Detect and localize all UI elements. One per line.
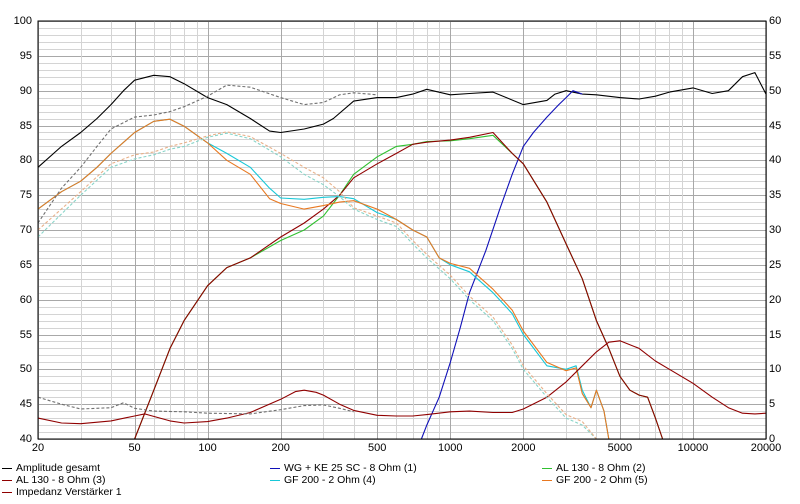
legend-swatch	[2, 491, 12, 493]
y-tick-left-label: 40	[19, 433, 32, 445]
y-tick-left-label: 85	[19, 119, 32, 132]
legend-swatch	[270, 467, 280, 469]
legend-label: Impedanz Verstärker 1	[16, 486, 122, 498]
y-tick-left-label: 80	[19, 154, 32, 167]
y-tick-right-label: 10	[769, 363, 782, 376]
legend-item: AL 130 - 8 Ohm (2)	[542, 462, 645, 475]
series-line-8	[37, 396, 354, 415]
series-line-6	[37, 340, 767, 425]
x-tick-label: 20	[31, 442, 45, 454]
legend-item: WG + KE 25 SC - 8 Ohm (1)	[270, 462, 417, 475]
legend-label: Amplitude gesamt	[16, 462, 101, 474]
y-tick-left-label: 95	[19, 49, 32, 62]
y-tick-right-label: 5	[769, 398, 776, 411]
y-tick-right-label: 20	[769, 293, 782, 306]
series-line-0	[37, 72, 767, 168]
y-tick-right-label: 25	[769, 258, 782, 271]
series-line-10	[37, 131, 597, 440]
series-line-9	[37, 132, 597, 440]
series-line-7	[37, 84, 378, 224]
legend-label: AL 130 - 8 Ohm (2)	[556, 462, 646, 474]
x-tick-label: 50	[128, 442, 141, 454]
legend-label: GF 200 - 2 Ohm (5)	[556, 474, 648, 486]
legend-swatch	[542, 479, 552, 481]
y-tick-left-label: 60	[19, 293, 32, 306]
y-tick-left-label: 65	[19, 258, 32, 271]
series-line-1	[420, 90, 583, 440]
x-tick-label: 2000	[511, 442, 536, 454]
y-tick-right-label: 30	[769, 224, 782, 236]
legend-item: Impedanz Verstärker 1	[2, 486, 122, 499]
legend-item: Amplitude gesamt	[2, 462, 100, 475]
x-tick-label: 200	[271, 442, 290, 454]
y-tick-right-label: 0	[769, 433, 776, 445]
legend-label: WG + KE 25 SC - 8 Ohm (1)	[284, 462, 417, 474]
legend-swatch	[270, 479, 280, 481]
series-lines	[37, 72, 767, 440]
legend-swatch	[2, 479, 12, 481]
y-tick-left-label: 75	[19, 189, 32, 202]
legend-label: GF 200 - 2 Ohm (4)	[284, 474, 376, 486]
legend-label: AL 130 - 8 Ohm (3)	[16, 474, 106, 486]
y-tick-right-label: 35	[769, 189, 782, 202]
grid-lines	[38, 21, 767, 440]
y-tick-right-label: 15	[769, 328, 782, 341]
legend-swatch	[542, 467, 552, 469]
y-tick-right-label: 40	[769, 154, 782, 167]
plot-frame	[37, 20, 767, 440]
y-tick-right-label: 60	[769, 15, 782, 27]
y-tick-left-label: 70	[19, 224, 32, 236]
legend-swatch	[2, 467, 12, 469]
y-tick-left-label: 45	[19, 398, 32, 411]
x-tick-label: 20000	[750, 442, 782, 454]
y-tick-right-label: 45	[769, 119, 782, 132]
y-tick-right-label: 50	[769, 84, 782, 97]
x-tick-label: 10000	[677, 442, 709, 454]
legend-item: GF 200 - 2 Ohm (4)	[270, 474, 376, 487]
y-tick-left-label: 55	[19, 328, 32, 341]
series-line-3	[134, 131, 664, 440]
y-tick-left-label: 90	[19, 84, 32, 97]
series-line-5	[37, 118, 610, 440]
x-tick-label: 5000	[607, 442, 633, 454]
x-tick-label: 1000	[438, 442, 463, 454]
y-tick-right-label: 55	[769, 49, 782, 62]
y-tick-left-label: 50	[19, 363, 32, 376]
x-tick-label: 100	[198, 442, 217, 454]
legend-item: GF 200 - 2 Ohm (5)	[542, 474, 648, 487]
legend-item: AL 130 - 8 Ohm (3)	[2, 474, 105, 487]
y-tick-left-label: 100	[13, 15, 32, 27]
x-tick-label: 500	[368, 442, 387, 454]
